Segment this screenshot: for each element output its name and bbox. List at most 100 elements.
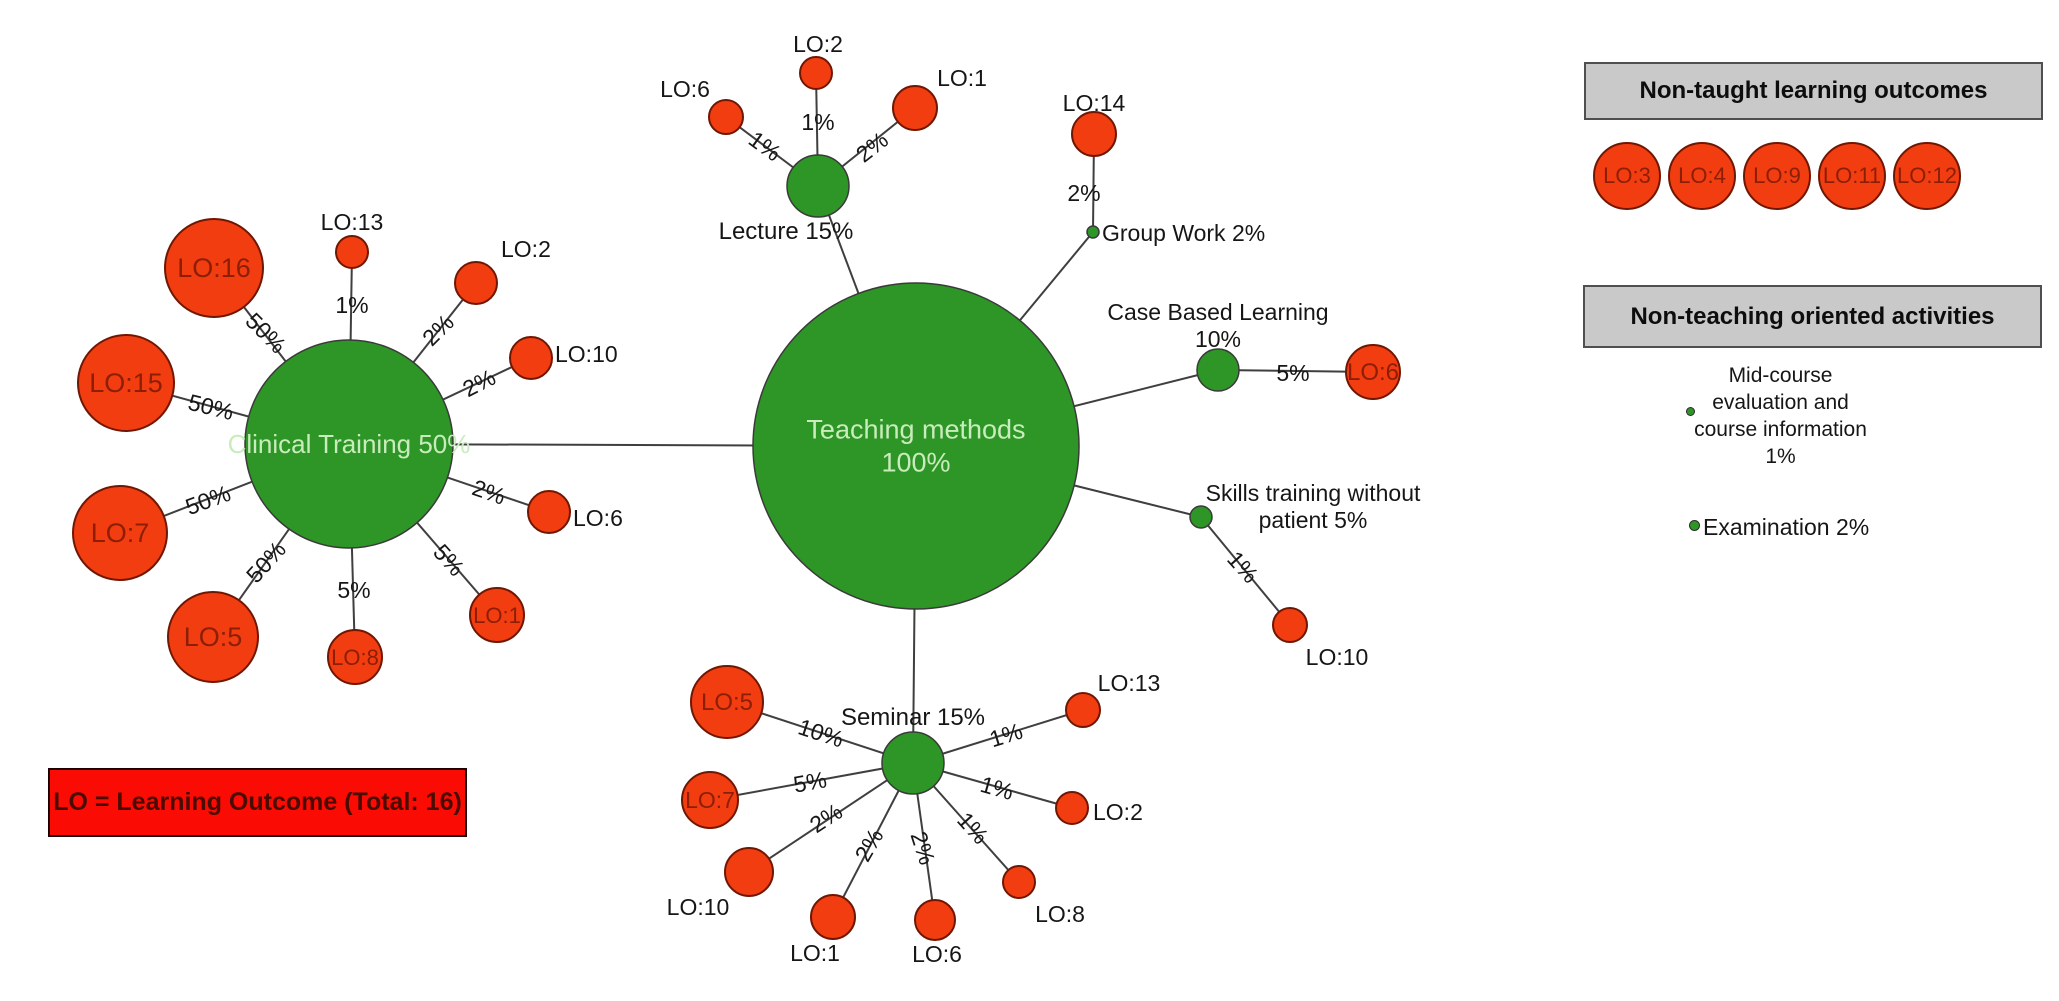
node-c1: [469, 587, 525, 643]
node-l2: [799, 56, 833, 90]
non-taught-outcomes: LO:3 LO:4 LO:9 LO:11 LO:12: [1593, 142, 1961, 210]
label-c2: LO:2: [501, 236, 551, 262]
edge-label-seminar-se2: 1%: [977, 771, 1016, 805]
edge-label-seminar-se5: 10%: [795, 714, 847, 753]
node-c16: [164, 218, 264, 318]
label-teaching: Teaching methods 100%: [806, 415, 1025, 478]
node-se6: [914, 899, 956, 941]
label-c15: LO:15: [89, 368, 163, 398]
edge-label-lecture-l1: 2%: [851, 127, 893, 168]
node-l1: [892, 85, 938, 131]
edge-label-clinical-c15: 50%: [186, 389, 237, 425]
label-l1: LO:1: [937, 65, 987, 91]
label-c1: LO:1: [473, 603, 521, 628]
legend-text: LO = Learning Outcome (Total: 16): [53, 788, 462, 816]
label-c7: LO:7: [91, 518, 150, 548]
label-se13: LO:13: [1098, 670, 1161, 696]
node-c8: [327, 629, 383, 685]
label-l6: LO:6: [660, 76, 710, 102]
node-c2: [454, 261, 498, 305]
edge-label-clinical-c10: 2%: [458, 364, 499, 402]
node-g14: [1071, 111, 1117, 157]
label-c6: LO:6: [573, 505, 623, 531]
non-teaching-header: Non-teaching oriented activities: [1583, 285, 2042, 348]
examination-dot: [1689, 520, 1700, 531]
label-skills: Skills training without patient 5%: [1206, 480, 1421, 533]
node-se2: [1055, 791, 1089, 825]
node-c5: [167, 591, 259, 683]
node-skills: [1189, 505, 1213, 529]
label-casebased: Case Based Learning 10%: [1107, 299, 1328, 352]
edge-label-seminar-se1: 2%: [849, 824, 888, 866]
node-cb6: [1345, 344, 1401, 400]
edge-label-clinical-c8: 5%: [337, 577, 370, 603]
edge-label-seminar-se7: 5%: [791, 766, 828, 797]
node-se7: [681, 771, 739, 829]
label-se2: LO:2: [1093, 799, 1143, 825]
non-taught-header: Non-taught learning outcomes: [1584, 62, 2043, 120]
node-se5: [690, 665, 764, 739]
label-c13: LO:13: [321, 209, 384, 235]
label-l2: LO:2: [793, 31, 843, 57]
label-g14: LO:14: [1063, 90, 1126, 116]
label-c10: LO:10: [555, 341, 618, 367]
node-l6: [708, 99, 744, 135]
examination-label: Examination 2%: [1703, 514, 1870, 540]
edge-label-clinical-c6: 2%: [469, 474, 509, 509]
non-taught-outcome-lo-9: LO:9: [1743, 142, 1811, 210]
node-se10: [724, 847, 774, 897]
edge-label-casebased-cb6: 5%: [1276, 360, 1309, 386]
legend: LO = Learning Outcome (Total: 16): [48, 768, 467, 837]
non-taught-outcome-lo-11: LO:11: [1818, 142, 1886, 210]
node-c13: [335, 235, 369, 269]
edge-label-lecture-l2: 1%: [801, 109, 834, 135]
non-taught-outcome-lo-4: LO:4: [1668, 142, 1736, 210]
node-casebased: [1196, 348, 1240, 392]
label-lecture: Lecture 15%: [719, 218, 854, 245]
edge-label-groupwork-g14: 2%: [1067, 180, 1100, 206]
edge-label-clinical-c7: 50%: [182, 480, 234, 520]
label-clinical: Clinical Training 50%: [228, 429, 471, 459]
edge-label-seminar-se10: 2%: [805, 798, 847, 838]
edge-label-seminar-se13: 1%: [986, 718, 1025, 753]
edge-label-clinical-c2: 2%: [417, 309, 459, 351]
node-se13: [1065, 692, 1101, 728]
mid-course-dot: [1686, 407, 1695, 416]
label-se8: LO:8: [1035, 901, 1085, 927]
node-s10: [1272, 607, 1308, 643]
label-cb6: LO:6: [1347, 359, 1399, 386]
node-lecture: [786, 154, 850, 218]
node-c15: [77, 334, 175, 432]
label-c5: LO:5: [184, 622, 243, 652]
non-teaching-title: Non-teaching oriented activities: [1630, 302, 1995, 330]
edge-label-lecture-l6: 1%: [744, 126, 786, 167]
label-c16: LO:16: [177, 253, 251, 283]
node-clinical: [244, 339, 454, 549]
node-c10: [509, 336, 553, 380]
node-c7: [72, 485, 168, 581]
edge-skills-s10: [1200, 516, 1291, 626]
node-se8: [1002, 865, 1036, 899]
label-se10: LO:10: [667, 894, 730, 920]
node-teaching: [752, 282, 1080, 610]
label-seminar: Seminar 15%: [841, 704, 985, 731]
edge-label-clinical-c16: 50%: [241, 308, 292, 359]
node-se1: [810, 894, 856, 940]
non-taught-outcome-lo-12: LO:12: [1893, 142, 1961, 210]
label-se6: LO:6: [912, 941, 962, 967]
label-se7: LO:7: [685, 787, 735, 813]
label-s10: LO:10: [1306, 644, 1369, 670]
edge-label-seminar-se6: 2%: [905, 828, 940, 868]
label-groupwork: Group Work 2%: [1102, 220, 1265, 246]
non-taught-outcome-lo-3: LO:3: [1593, 142, 1661, 210]
edge-label-skills-s10: 1%: [1222, 546, 1264, 588]
edge-label-clinical-c5: 50%: [241, 536, 291, 588]
node-seminar: [881, 731, 945, 795]
edge-seminar-se10: [748, 762, 914, 873]
non-taught-title: Non-taught learning outcomes: [1639, 77, 1988, 104]
label-c8: LO:8: [331, 645, 379, 670]
mid-course-label: Mid-course evaluation and course informa…: [1694, 364, 1867, 468]
edge-label-clinical-c13: 1%: [335, 292, 368, 318]
node-groupwork: [1086, 225, 1100, 239]
